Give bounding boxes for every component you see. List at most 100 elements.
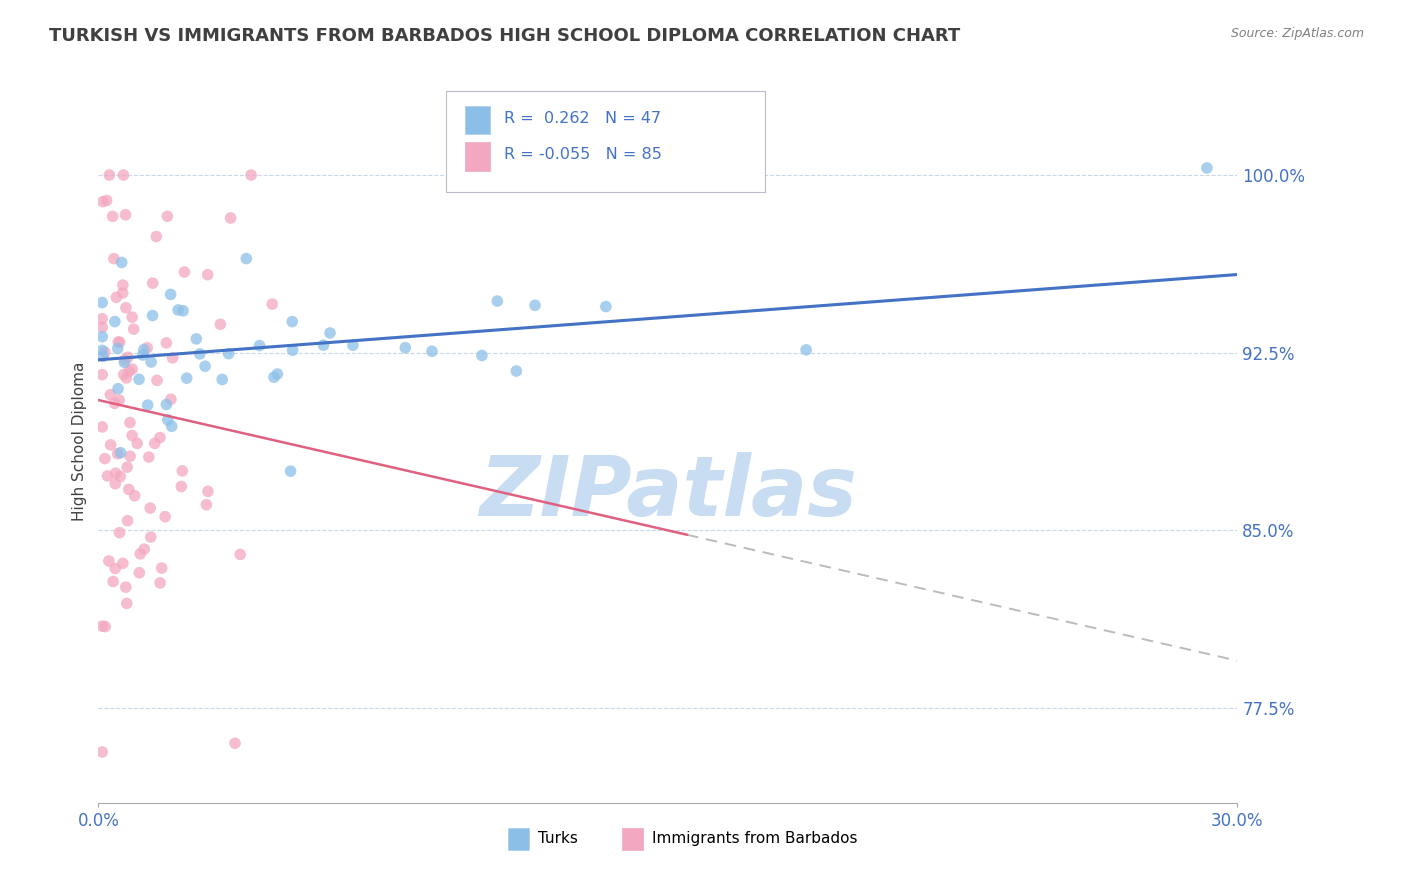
Point <box>145 229 167 244</box>
Point <box>394 341 416 355</box>
Point <box>110 446 132 460</box>
Point <box>107 382 129 396</box>
Point <box>176 371 198 385</box>
Point <box>195 498 218 512</box>
Point <box>128 372 150 386</box>
Point <box>319 326 342 340</box>
Point <box>107 342 129 356</box>
Point <box>211 372 233 386</box>
Y-axis label: High School Diploma: High School Diploma <box>72 362 87 521</box>
Point <box>219 211 242 225</box>
Point <box>505 364 527 378</box>
Point <box>103 252 125 266</box>
Point <box>94 619 117 633</box>
Point <box>156 413 179 427</box>
Point <box>249 338 271 352</box>
Point <box>108 335 131 350</box>
Point <box>91 343 114 358</box>
Point <box>170 479 193 493</box>
Point <box>172 303 194 318</box>
Point <box>91 349 114 363</box>
Point <box>117 351 139 365</box>
Point <box>262 297 284 311</box>
Point <box>112 355 135 369</box>
Point <box>112 368 135 382</box>
Point <box>142 276 165 290</box>
Point <box>91 329 114 343</box>
FancyBboxPatch shape <box>509 828 529 850</box>
Point <box>94 345 117 359</box>
Point <box>263 370 285 384</box>
Point <box>122 322 145 336</box>
Point <box>197 484 219 499</box>
Point <box>167 302 190 317</box>
Point <box>121 310 143 325</box>
Point <box>128 566 150 580</box>
Point <box>471 349 494 363</box>
Point <box>111 285 134 300</box>
Text: Immigrants from Barbados: Immigrants from Barbados <box>652 831 858 847</box>
Point <box>117 514 139 528</box>
Point <box>134 542 156 557</box>
Point <box>98 387 121 401</box>
Point <box>149 576 172 591</box>
Point <box>101 210 124 224</box>
Point <box>1195 161 1218 175</box>
Point <box>112 168 135 182</box>
Point <box>224 736 246 750</box>
Point <box>595 300 617 314</box>
Point <box>141 355 163 369</box>
Point <box>111 557 134 571</box>
FancyBboxPatch shape <box>446 91 765 193</box>
Point <box>155 397 177 411</box>
Point <box>155 335 177 350</box>
Point <box>524 298 547 312</box>
Point <box>96 194 118 208</box>
Point <box>197 268 219 282</box>
Point <box>132 348 155 362</box>
Point <box>136 398 159 412</box>
FancyBboxPatch shape <box>465 142 491 170</box>
Point <box>160 392 183 407</box>
Point <box>209 318 232 332</box>
Point <box>486 293 509 308</box>
Point <box>91 420 114 434</box>
Point <box>173 265 195 279</box>
Text: Turks: Turks <box>538 831 578 847</box>
Point <box>146 373 169 387</box>
Point <box>120 449 142 463</box>
Point <box>143 436 166 450</box>
Point <box>110 469 132 483</box>
Point <box>136 341 159 355</box>
Point <box>96 469 118 483</box>
Point <box>104 315 127 329</box>
Point <box>281 315 304 329</box>
FancyBboxPatch shape <box>465 105 491 135</box>
Point <box>194 359 217 374</box>
Point <box>108 393 131 408</box>
Point <box>91 619 114 633</box>
Text: ZIPatlas: ZIPatlas <box>479 451 856 533</box>
Point <box>115 371 138 385</box>
Point <box>91 320 114 334</box>
Point <box>153 509 176 524</box>
Point <box>107 447 129 461</box>
Point <box>342 338 364 352</box>
Point <box>98 168 121 182</box>
Point <box>91 745 114 759</box>
Point <box>149 431 172 445</box>
Point <box>94 451 117 466</box>
Point <box>91 194 114 209</box>
Point <box>111 278 134 293</box>
Point <box>111 255 134 269</box>
Point <box>101 574 124 589</box>
Point <box>139 530 162 544</box>
Point <box>91 368 114 382</box>
Point <box>150 561 173 575</box>
Point <box>229 548 252 562</box>
Point <box>218 346 240 360</box>
Text: R =  0.262   N = 47: R = 0.262 N = 47 <box>503 112 661 126</box>
Point <box>172 464 194 478</box>
Point <box>121 428 143 442</box>
Point <box>139 501 162 516</box>
